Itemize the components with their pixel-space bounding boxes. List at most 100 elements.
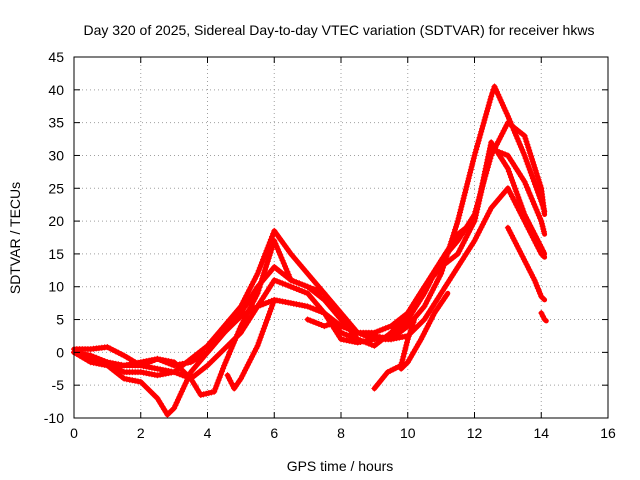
x-tick-label: 2 xyxy=(137,425,145,441)
data-point xyxy=(256,264,263,271)
data-point xyxy=(154,355,161,362)
data-point xyxy=(491,83,498,90)
data-point xyxy=(541,316,548,323)
data-point xyxy=(253,273,260,280)
data-point xyxy=(310,305,317,312)
data-point xyxy=(175,396,181,403)
data-point xyxy=(480,120,487,126)
data-point xyxy=(255,287,262,294)
data-point xyxy=(459,242,465,249)
data-point xyxy=(504,224,511,231)
data-point xyxy=(528,195,535,202)
data-point xyxy=(299,288,306,295)
data-point xyxy=(518,144,524,150)
y-tick-label: 30 xyxy=(48,147,64,163)
data-point xyxy=(239,320,246,327)
data-point xyxy=(171,405,178,412)
data-point xyxy=(532,240,539,246)
data-point xyxy=(401,347,408,354)
data-point xyxy=(511,198,518,205)
data-point xyxy=(513,188,520,195)
data-point xyxy=(249,281,255,288)
data-point xyxy=(266,311,272,318)
data-point xyxy=(104,344,111,351)
data-point xyxy=(519,253,526,260)
data-point xyxy=(257,302,264,309)
data-point xyxy=(533,206,540,213)
data-point xyxy=(477,188,484,195)
data-point xyxy=(531,277,538,284)
data-point xyxy=(293,279,300,286)
data-point xyxy=(148,358,155,365)
y-tick-label: 0 xyxy=(56,344,64,360)
data-point xyxy=(532,279,539,286)
data-point xyxy=(256,284,263,291)
data-point xyxy=(249,353,255,360)
data-point xyxy=(87,359,94,366)
data-point xyxy=(132,377,139,384)
data-point xyxy=(233,334,240,341)
data-point xyxy=(365,340,372,347)
data-point xyxy=(280,260,287,267)
data-point xyxy=(535,245,542,252)
data-point xyxy=(240,317,247,324)
data-point xyxy=(285,282,292,289)
data-point xyxy=(126,376,133,383)
data-point xyxy=(277,251,284,258)
data-point xyxy=(274,278,280,285)
data-point xyxy=(529,159,536,165)
data-point xyxy=(539,295,546,302)
y-tick-label: 25 xyxy=(48,180,64,196)
data-point xyxy=(436,273,443,280)
data-point xyxy=(482,165,489,172)
data-point xyxy=(528,172,535,179)
data-point xyxy=(502,125,509,132)
data-point xyxy=(118,351,125,358)
data-point xyxy=(467,226,474,233)
data-point xyxy=(93,360,100,367)
data-point xyxy=(249,301,255,308)
data-point xyxy=(535,176,542,183)
data-point xyxy=(504,113,511,120)
data-point xyxy=(276,279,283,286)
data-point xyxy=(237,375,244,382)
series-markers xyxy=(71,83,547,376)
data-point xyxy=(267,249,274,256)
data-point xyxy=(520,215,527,222)
data-point xyxy=(247,356,254,363)
data-point xyxy=(454,250,461,257)
data-point xyxy=(363,331,369,338)
data-point xyxy=(474,140,481,147)
data-point xyxy=(456,248,463,255)
data-point xyxy=(454,218,461,225)
data-point xyxy=(255,267,262,274)
x-axis-label: GPS time / hours xyxy=(287,458,394,474)
data-point xyxy=(514,191,521,198)
data-point xyxy=(279,257,286,264)
data-point xyxy=(427,292,433,299)
data-point xyxy=(379,326,386,333)
data-point xyxy=(299,281,306,288)
data-point xyxy=(497,97,504,103)
axis-ticks xyxy=(73,56,609,419)
data-point xyxy=(537,215,544,222)
data-point xyxy=(307,304,314,311)
data-point xyxy=(349,327,356,334)
data-point xyxy=(474,203,481,210)
data-point xyxy=(258,278,265,285)
data-point xyxy=(538,310,545,316)
data-point xyxy=(398,359,405,366)
data-point xyxy=(419,333,426,340)
data-point xyxy=(413,343,420,350)
data-point xyxy=(157,366,164,373)
data-point xyxy=(487,145,493,152)
data-point xyxy=(258,331,265,338)
data-point xyxy=(467,166,474,173)
data-point xyxy=(477,131,484,138)
data-point xyxy=(260,325,267,332)
data-point xyxy=(521,132,528,139)
data-point xyxy=(452,226,458,233)
data-point xyxy=(250,298,257,305)
data-point xyxy=(481,171,488,178)
x-tick-label: 0 xyxy=(70,425,78,441)
